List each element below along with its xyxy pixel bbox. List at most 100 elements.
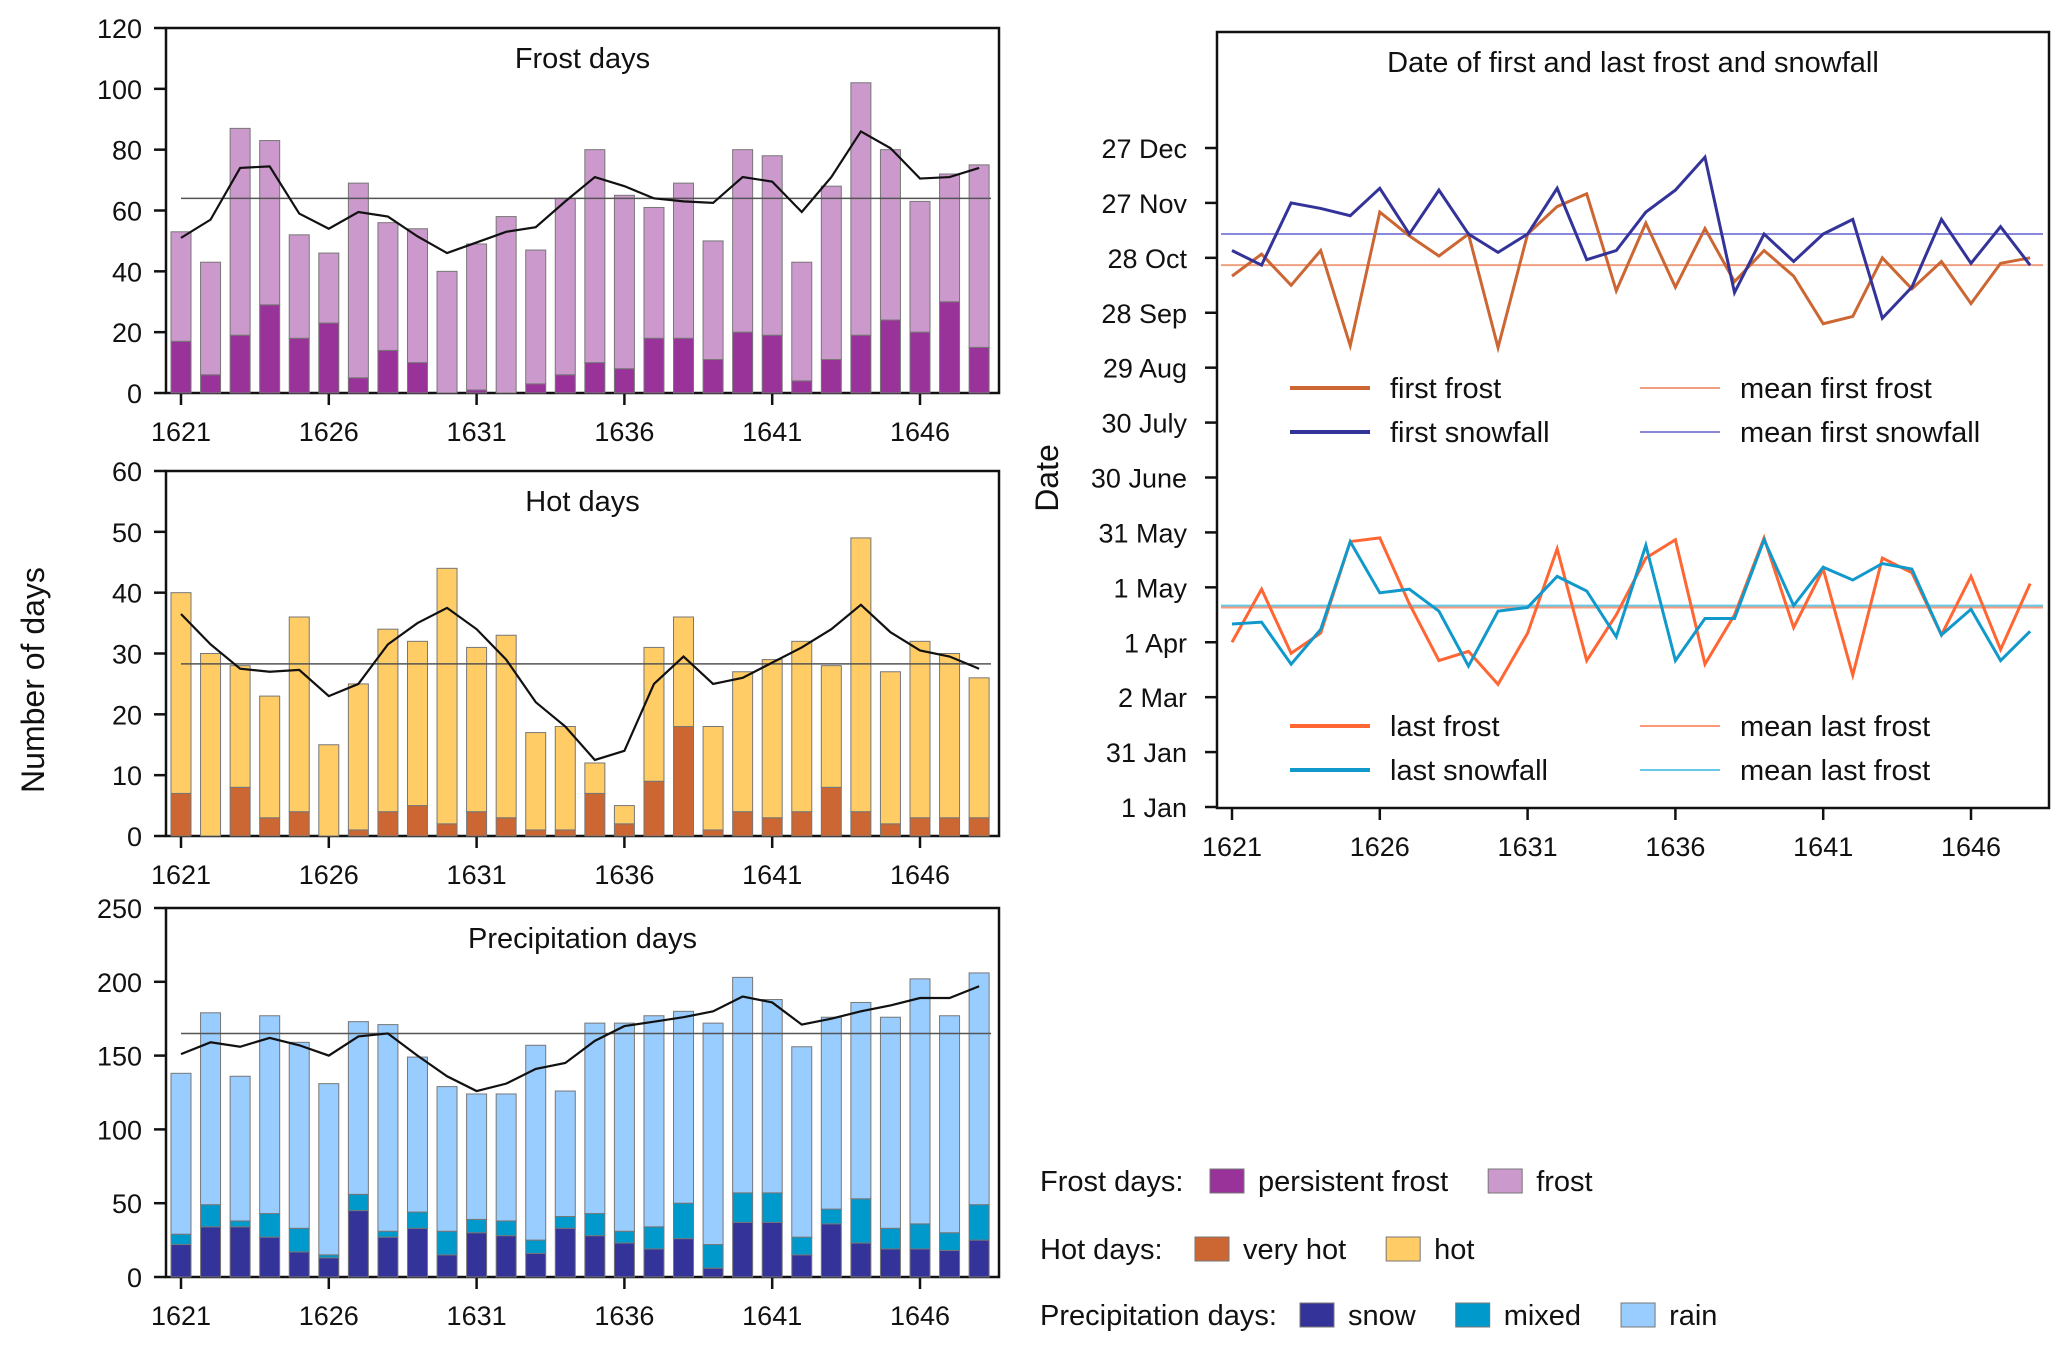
bar-mixed-1648 [968, 1204, 990, 1241]
last-frost-line [1230, 533, 2032, 687]
legend-label: last snowfall [1390, 755, 1548, 787]
bar-frost-1624 [259, 140, 281, 306]
bar-snow-1637 [643, 1248, 665, 1278]
bar-snow-1640 [732, 1221, 754, 1278]
bar-rain-1624 [259, 1015, 281, 1215]
y-tick-label: 100 [97, 75, 142, 105]
bar-mixed-1635 [584, 1213, 606, 1237]
bar-frost-1644 [850, 82, 872, 336]
bar-frost-1634 [554, 197, 576, 376]
bar-frost-1623 [229, 127, 251, 336]
y-tick-label: 1 Apr [1124, 628, 1187, 658]
bar-snow-1645 [879, 1248, 901, 1278]
bar-rain-1640 [732, 976, 754, 1194]
x-tick-label: 1621 [151, 417, 211, 447]
bar-rain-1643 [820, 1016, 842, 1210]
bar-snow-1626 [318, 1257, 340, 1278]
plot-frame [164, 906, 1001, 1279]
x-tick-label: 1626 [299, 417, 359, 447]
x-tick-label: 1641 [1793, 832, 1853, 862]
bar-frost-1626 [318, 252, 340, 324]
bar-mixed-1640 [732, 1192, 754, 1223]
bar-very-hot-1624 [259, 817, 281, 837]
bar-rain-1625 [288, 1041, 310, 1229]
bar-frost-1646 [909, 200, 931, 333]
y-tick-label: 30 July [1101, 409, 1187, 439]
x-tick-label: 1641 [742, 860, 802, 890]
bar-persistent-frost-1637 [643, 337, 665, 394]
bar-mixed-1631 [466, 1218, 488, 1234]
bar-snow-1632 [495, 1235, 517, 1278]
bar-persistent-frost-1639 [702, 359, 724, 394]
bar-frost-1643 [820, 185, 842, 361]
bar-persistent-frost-1626 [318, 322, 340, 394]
x-tick-label: 1631 [447, 1301, 507, 1331]
bar-rain-1648 [968, 972, 990, 1206]
x-tick-label: 1626 [1350, 832, 1410, 862]
bar-rain-1637 [643, 1015, 665, 1228]
bar-rain-1631 [466, 1093, 488, 1220]
y-tick-label: 1 May [1113, 573, 1187, 603]
bar-mixed-1647 [939, 1232, 961, 1251]
legend-item-label: hot [1434, 1234, 1474, 1266]
bar-frost-1638 [673, 182, 695, 339]
bar-hot-1624 [259, 695, 281, 819]
y-tick-label: 31 May [1098, 518, 1187, 548]
bar-mixed-1636 [613, 1230, 635, 1244]
bar-mixed-1637 [643, 1226, 665, 1250]
y-tick-label: 0 [127, 1263, 142, 1293]
bar-snow-1624 [259, 1236, 281, 1278]
bar-hot-1645 [879, 671, 901, 825]
bar-very-hot-1627 [347, 829, 369, 837]
bar-hot-1628 [377, 628, 399, 813]
y-tick-label: 30 [112, 640, 142, 670]
x-tick-label: 1621 [151, 860, 211, 890]
bar-mixed-1630 [436, 1230, 458, 1256]
y-tick-label: 200 [97, 968, 142, 998]
bar-mixed-1627 [347, 1193, 369, 1212]
y-tick-label: 30 June [1091, 464, 1187, 494]
legend-item-label: mixed [1504, 1300, 1581, 1332]
bar-frost-1647 [939, 173, 961, 303]
hot-days-chart: 0 10 20 30 40 50 60 1621 1626 1631 1636 1641 1646 Hot… [112, 457, 1001, 890]
x-tick-label: 1646 [890, 1301, 950, 1331]
y-tick-label: 60 [112, 197, 142, 227]
bar-very-hot-1644 [850, 811, 872, 837]
x-tick-label: 1646 [1941, 832, 2001, 862]
bar-rain-1623 [229, 1075, 251, 1222]
y-tick-label: 250 [97, 894, 142, 924]
bar-hot-1633 [525, 732, 547, 831]
bar-frost-1631 [466, 243, 488, 391]
bar-very-hot-1621 [170, 792, 192, 837]
chart-title: Precipitation days [468, 923, 697, 955]
y-tick-label: 27 Dec [1101, 134, 1187, 164]
bar-persistent-frost-1633 [525, 383, 547, 394]
bar-hot-1631 [466, 646, 488, 813]
bar-hot-1635 [584, 762, 606, 794]
bar-hot-1622 [200, 653, 222, 837]
bar-very-hot-1641 [761, 817, 783, 837]
bar-rain-1647 [939, 1015, 961, 1234]
bar-mixed-1623 [229, 1220, 251, 1228]
first-frost-line [1231, 191, 2031, 354]
bar-snow-1638 [673, 1238, 695, 1278]
bar-persistent-frost-1623 [229, 334, 251, 394]
bar-persistent-frost-1647 [939, 301, 961, 394]
bar-frost-1625 [288, 234, 310, 339]
bar-very-hot-1630 [436, 823, 458, 837]
bar-frost-1645 [879, 149, 901, 321]
bar-snow-1648 [968, 1239, 990, 1278]
bar-mixed-1634 [554, 1215, 576, 1229]
bar-mixed-1628 [377, 1230, 399, 1238]
bar-very-hot-1631 [466, 811, 488, 837]
precipitation-days-chart: 0 50 100 150 200 250 1621 1626 1631 1636 1641 1646 P… [97, 894, 1001, 1331]
x-tick-label: 1631 [447, 860, 507, 890]
plot-frame [1215, 30, 2051, 810]
bar-snow-1630 [436, 1254, 458, 1278]
bar-hot-1637 [643, 646, 665, 782]
bar-rain-1622 [200, 1012, 222, 1206]
bar-snow-1633 [525, 1252, 547, 1278]
bar-snow-1641 [761, 1221, 783, 1278]
bar-snow-1631 [466, 1232, 488, 1278]
bar-frost-1621 [170, 231, 192, 342]
